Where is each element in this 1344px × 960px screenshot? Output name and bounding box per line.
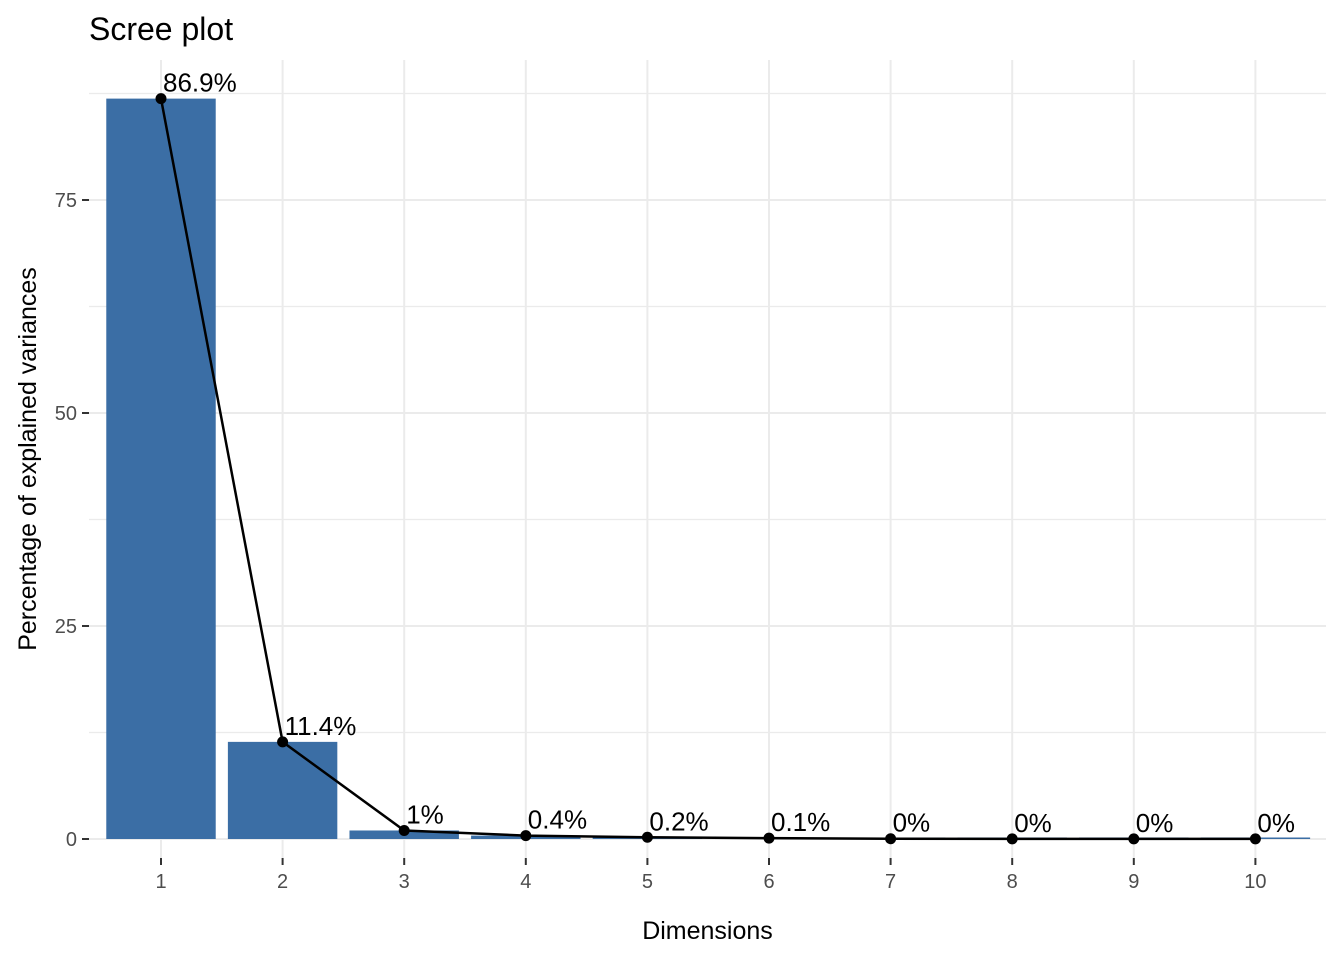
x-tick-label: 10 (1244, 871, 1266, 893)
y-tick-label: 25 (55, 616, 77, 638)
variance-line (159, 98, 1256, 841)
data-label-10: 0% (1257, 808, 1295, 838)
data-label-1: 86.9% (163, 68, 237, 98)
bar-1 (106, 98, 216, 839)
point-6 (763, 832, 775, 844)
point-4 (520, 830, 532, 842)
x-tick-label: 9 (1128, 871, 1139, 893)
y-tick-label: 75 (55, 190, 77, 212)
y-axis: 0 25 50 75 (55, 190, 89, 851)
line-overlay (155, 93, 1261, 845)
data-label-6: 0.1% (771, 807, 830, 837)
data-label-4: 0.4% (528, 805, 587, 835)
x-tick-label: 4 (520, 871, 531, 893)
data-label-3: 1% (406, 799, 444, 829)
point-5 (641, 831, 653, 843)
data-label-2: 11.4% (285, 711, 357, 741)
point-7 (885, 833, 897, 845)
data-label-5: 0.2% (649, 806, 708, 836)
x-tick-label: 2 (277, 871, 288, 893)
x-tick-label: 1 (155, 871, 166, 893)
x-axis-title: Dimensions (642, 917, 773, 945)
data-label-8: 0% (1014, 808, 1052, 838)
point-2 (277, 736, 289, 748)
x-tick-label: 3 (399, 871, 410, 893)
point-8 (1006, 833, 1018, 845)
y-tick-label: 50 (55, 403, 77, 425)
x-axis: 1 2 3 4 5 6 7 8 9 10 (155, 858, 1267, 893)
y-tick-label: 0 (66, 829, 77, 851)
data-label-9: 0% (1136, 808, 1174, 838)
x-tick-label: 7 (885, 871, 896, 893)
point-9 (1128, 833, 1140, 845)
y-axis-title: Percentage of explained variances (14, 267, 42, 651)
bar-2 (227, 741, 338, 839)
grid (89, 60, 1326, 858)
x-tick-label: 5 (642, 871, 653, 893)
chart-title: Scree plot (89, 11, 233, 47)
x-tick-label: 6 (763, 871, 774, 893)
point-1 (155, 93, 167, 105)
point-10 (1249, 833, 1261, 845)
point-3 (398, 824, 410, 836)
data-label-7: 0% (893, 808, 931, 838)
x-tick-label: 8 (1007, 871, 1018, 893)
data-labels: 86.9% 11.4% 1% 0.4% 0.2% 0.1% 0% 0% 0% 0% (163, 68, 1295, 838)
